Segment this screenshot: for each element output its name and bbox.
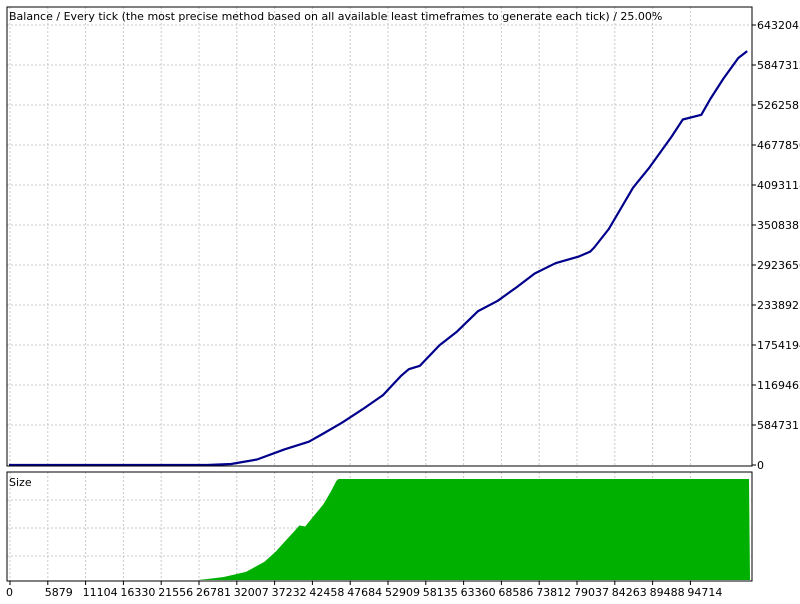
size-area [9, 479, 750, 580]
x-tick-label: 42458 [309, 586, 344, 599]
y-tick-label: 2923656 [757, 259, 800, 272]
x-tick-label: 68586 [498, 586, 533, 599]
size-border [6, 471, 753, 582]
x-tick-label: 26781 [196, 586, 231, 599]
x-tick-label: 32007 [234, 586, 269, 599]
y-tick-label: 0 [757, 459, 764, 472]
size-chart-frame: 0 5879 11104 16330 21556 26781 32007 37232 42458… [6, 471, 753, 599]
y-tick-label: 1754194 [757, 339, 800, 352]
y-tick-label: 3508387 [757, 219, 800, 232]
balance-chart-frame: 6432043 5847312 5262581 4677850 4093118 35083… [6, 6, 800, 472]
y-tick-label: 4677850 [757, 139, 800, 152]
x-tick-label: 73812 [536, 586, 571, 599]
balance-border [6, 6, 753, 467]
x-tick-label: 11104 [83, 586, 118, 599]
x-tick-label: 16330 [120, 586, 155, 599]
x-tick-label: 79037 [574, 586, 609, 599]
y-tick-label: 5262581 [757, 99, 800, 112]
x-tick-label: 21556 [158, 586, 193, 599]
x-tick-label: 37232 [272, 586, 307, 599]
y-tick-label: 584731 [757, 419, 799, 432]
size-chart-title: Size [9, 476, 32, 489]
x-tick-label: 89488 [650, 586, 685, 599]
y-tick-label: 5847312 [757, 59, 800, 72]
x-tick-label: 5879 [45, 586, 73, 599]
x-tick-label: 94714 [687, 586, 722, 599]
x-tick-label: 47684 [347, 586, 382, 599]
balance-line [9, 50, 748, 467]
x-tick-label: 84263 [612, 586, 647, 599]
x-tick-label: 52909 [385, 586, 420, 599]
y-tick-label: 6432043 [757, 19, 800, 32]
balance-chart-title: Balance / Every tick (the most precise m… [9, 10, 662, 23]
y-tick-label: 4093118 [757, 179, 800, 192]
x-tick-label: 63360 [461, 586, 496, 599]
balance-plot-area [7, 7, 752, 466]
y-tick-label: 2338925 [757, 299, 800, 312]
y-tick-label: 1169462 [757, 379, 800, 392]
x-tick-label: 0 [6, 586, 13, 599]
x-tick-label: 58135 [423, 586, 458, 599]
